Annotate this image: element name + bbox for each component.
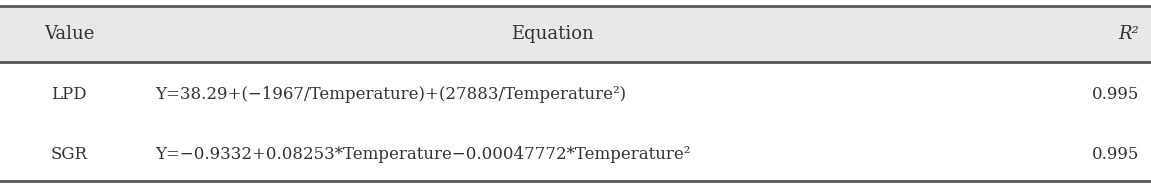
Text: 0.995: 0.995 bbox=[1092, 86, 1139, 103]
Text: Value: Value bbox=[44, 25, 94, 43]
Text: 0.995: 0.995 bbox=[1092, 146, 1139, 163]
Text: SGR: SGR bbox=[51, 146, 87, 163]
Bar bbox=[0, 6, 1151, 62]
Text: R²: R² bbox=[1119, 25, 1139, 43]
Text: Y=38.29+(−1967/Temperature)+(27883/Temperature²): Y=38.29+(−1967/Temperature)+(27883/Tempe… bbox=[155, 86, 626, 103]
Text: Equation: Equation bbox=[511, 25, 594, 43]
Text: Y=−0.9332+0.08253*Temperature−0.00047772*Temperature²: Y=−0.9332+0.08253*Temperature−0.00047772… bbox=[155, 146, 691, 163]
Text: LPD: LPD bbox=[52, 86, 86, 103]
